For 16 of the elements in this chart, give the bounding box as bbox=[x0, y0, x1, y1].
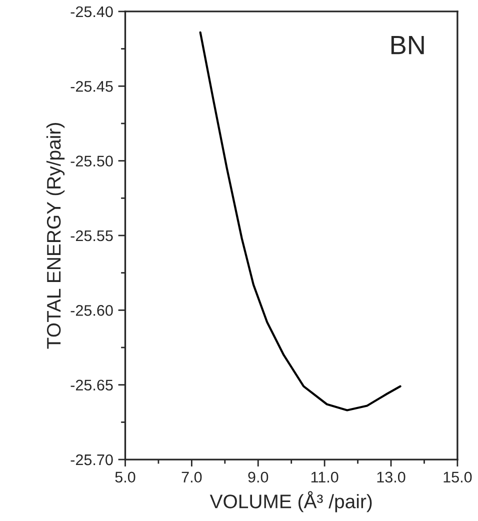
y-tick-label: -25.60 bbox=[70, 305, 113, 316]
y-tick-label: -25.65 bbox=[70, 380, 113, 391]
x-tick-label: 9.0 bbox=[248, 472, 268, 483]
x-tick-label: 15.0 bbox=[444, 472, 472, 483]
x-tick-label: 5.0 bbox=[115, 472, 136, 483]
x-tick-label: 13.0 bbox=[377, 472, 406, 483]
y-axis-title: TOTAL ENERGY (Ry/pair) bbox=[46, 123, 65, 349]
y-tick-label: -25.40 bbox=[70, 6, 113, 18]
x-tick-label: 11.0 bbox=[311, 472, 338, 483]
y-tick-label: -25.45 bbox=[70, 81, 113, 92]
y-tick-label: -25.70 bbox=[70, 454, 113, 466]
x-axis-title: VOLUME (Å³ /pair) bbox=[210, 491, 372, 512]
x-tick-label: 7.0 bbox=[182, 472, 202, 483]
y-tick-label: -25.50 bbox=[70, 156, 113, 166]
annotation: BN bbox=[391, 36, 424, 54]
y-tick-label: -25.55 bbox=[70, 230, 113, 242]
